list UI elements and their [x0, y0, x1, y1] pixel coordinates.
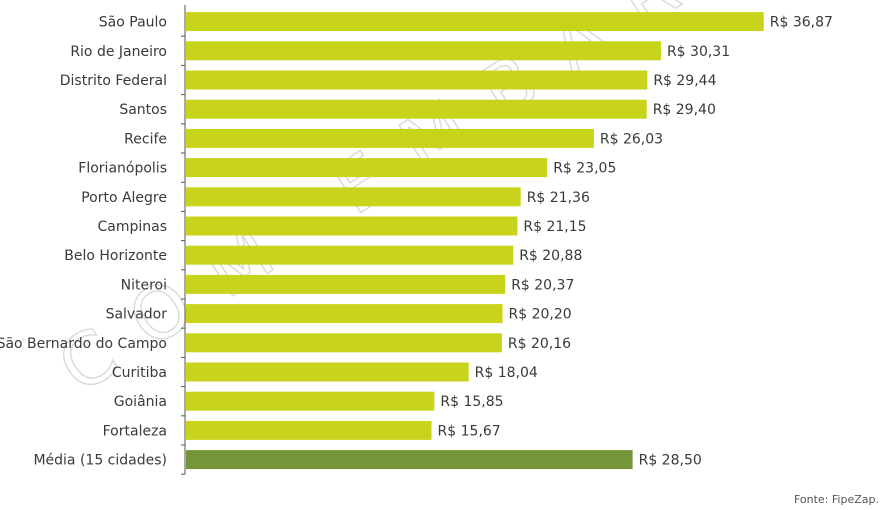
value-label: R$ 29,44 [653, 73, 716, 89]
category-label: Belo Horizonte [64, 248, 167, 264]
bar [186, 70, 648, 90]
bar [186, 216, 518, 236]
value-label: R$ 21,15 [523, 219, 586, 235]
bar [186, 420, 432, 440]
bar [186, 274, 506, 294]
value-label: R$ 26,03 [600, 131, 663, 147]
bar [186, 12, 764, 32]
category-label: Goiânia [114, 394, 167, 410]
bar [186, 333, 502, 353]
category-label: Salvador [106, 307, 168, 323]
category-label: Média (15 cidades) [33, 453, 167, 469]
category-label: Recife [124, 131, 167, 147]
category-label: Campinas [97, 219, 167, 235]
bar [186, 41, 661, 61]
value-label: R$ 20,16 [508, 336, 571, 352]
value-label: R$ 20,20 [509, 307, 572, 323]
value-label: R$ 23,05 [553, 161, 616, 177]
value-label: R$ 30,31 [667, 44, 730, 60]
bar [186, 391, 435, 411]
category-label: Curitiba [112, 365, 167, 381]
value-label: R$ 28,50 [639, 453, 702, 469]
bar [186, 304, 503, 324]
value-label: R$ 15,67 [438, 423, 501, 439]
category-label: Niteroi [121, 277, 167, 293]
bar [186, 245, 514, 265]
bar [186, 187, 521, 207]
bar [186, 362, 469, 382]
category-label: São Bernardo do Campo [0, 336, 167, 352]
value-label: R$ 20,37 [511, 277, 574, 293]
category-label: São Paulo [99, 15, 167, 31]
value-label: R$ 36,87 [770, 15, 833, 31]
value-label: R$ 18,04 [475, 365, 538, 381]
value-label: R$ 20,88 [519, 248, 582, 264]
source-note: Fonte: FipeZap. [793, 493, 879, 506]
category-label: Florianópolis [78, 161, 167, 177]
bar [186, 128, 594, 148]
value-label: R$ 29,40 [653, 102, 716, 118]
category-label: Porto Alegre [81, 190, 167, 206]
category-label: Rio de Janeiro [70, 44, 167, 60]
category-label: Fortaleza [103, 423, 167, 439]
bars-group: São Paulo R$ 36,87 Rio de Janeiro R$ 30,31 D… [0, 12, 833, 475]
category-label: Santos [119, 102, 167, 118]
value-label: R$ 21,36 [527, 190, 590, 206]
value-label: R$ 15,85 [440, 394, 503, 410]
category-label: Distrito Federal [60, 73, 167, 89]
bar [186, 158, 548, 178]
bar [186, 99, 647, 119]
average-bar [186, 450, 633, 470]
